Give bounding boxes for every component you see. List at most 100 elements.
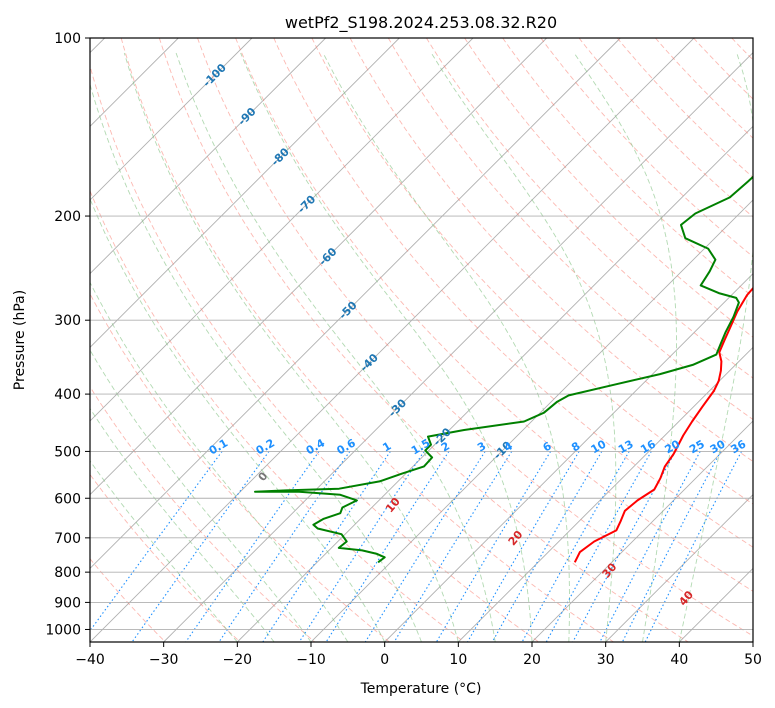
horizontal-gridlines [90, 38, 753, 630]
wetbulb-label: 30 [600, 560, 620, 580]
plot-frame [89, 37, 754, 643]
dry-adiabat-line [655, 38, 753, 139]
mixing-ratio-label: 0.4 [304, 436, 328, 457]
x-tick-label: 50 [744, 652, 762, 668]
y-tick-label: 500 [54, 444, 81, 460]
mixing-ratio-line [185, 451, 320, 642]
mixing-ratio-line [521, 451, 630, 642]
dry-adiabat-line [502, 38, 753, 298]
x-tick-label: −20 [223, 652, 253, 668]
dry-adiabat-line [426, 38, 753, 379]
y-tick-label: 300 [54, 313, 81, 329]
mixing-ratio-label: 20 [662, 437, 682, 456]
x-tick-label: −40 [75, 652, 105, 668]
isotherm-line [605, 494, 753, 642]
mixing-ratio-label: 10 [589, 437, 609, 456]
mixing-ratio-line [491, 451, 603, 642]
isotherm-line [90, 38, 326, 275]
moist-adiabat-line [90, 281, 349, 642]
dry-adiabat-line [90, 473, 241, 642]
inline-labels: -100-90-80-70-60-50-40-30-20-100.1 0.2 0.4… [200, 61, 748, 609]
mixing-ratio-label: 3 [475, 439, 488, 454]
y-tick-label: 1000 [45, 622, 81, 638]
dry-adiabat-line [311, 38, 753, 505]
isotherm-line [90, 38, 621, 569]
dry-adiabat-line [90, 189, 465, 642]
isotherm-line [163, 52, 753, 642]
mixing-ratio-label: 16 [638, 437, 658, 456]
temperature-profile-line [573, 286, 753, 563]
mixing-ratio-label: 36 [729, 437, 749, 456]
y-tick-label: 700 [54, 531, 81, 547]
mixing-ratio-line [621, 451, 722, 642]
y-tick-label: 100 [54, 31, 81, 47]
y-tick-label: 800 [54, 565, 81, 581]
mixing-ratio-label: 0.6 [335, 436, 359, 457]
y-tick-label: 600 [54, 491, 81, 507]
x-axis-label: Temperature (°C) [360, 681, 482, 697]
x-axis: −40 −30 −20 −10 0 10 20 30 40 50 [75, 642, 762, 668]
isotherm-line [237, 125, 753, 642]
dry-adiabat-line [197, 38, 753, 637]
mixing-ratio-line [131, 451, 270, 642]
mixing-ratio-line [393, 451, 513, 642]
dry-adiabat-line [90, 385, 315, 642]
y-tick-label: 200 [54, 209, 81, 225]
dry-adiabat-line [387, 38, 753, 421]
x-tick-label: 0 [380, 652, 389, 668]
mixing-ratio-label: 8 [569, 439, 582, 454]
mixing-ratio-line [599, 451, 701, 642]
x-tick-label: −30 [149, 652, 179, 668]
moist-adiabat-line [175, 52, 496, 642]
wetbulb-label: 40 [676, 588, 696, 608]
background-lines [90, 38, 775, 642]
x-tick-label: 10 [449, 652, 467, 668]
isotherm-line [384, 273, 753, 642]
chart-title: wetPf2_S198.2024.253.08.32.R20 [285, 13, 557, 33]
isotherm-line [90, 38, 547, 496]
moist-adiabat-line [90, 460, 238, 642]
isotherm-line [90, 38, 695, 642]
mixing-ratio-label: 25 [687, 437, 707, 456]
x-tick-label: −10 [296, 652, 326, 668]
dry-adiabat-line [349, 38, 753, 463]
mixing-ratio-label: 0.1 [207, 436, 230, 457]
moist-adiabat-line [678, 52, 753, 642]
isotherm-line [458, 346, 753, 642]
mixing-ratio-label: 2 [439, 439, 452, 454]
moist-adiabat-line [90, 407, 275, 642]
moist-adiabat-line [322, 52, 570, 642]
dry-adiabat-line [464, 38, 753, 338]
mixing-ratio-line [325, 451, 450, 642]
isotherm-line [310, 199, 753, 642]
mixing-ratio-line [435, 451, 552, 642]
dry-adiabat-line [540, 38, 753, 258]
mixing-ratio-line [545, 451, 652, 642]
mixing-ratio-label: 1 [380, 439, 393, 454]
mixing-ratio-line [467, 451, 580, 642]
dry-adiabat-line [770, 38, 775, 642]
y-tick-label: 400 [54, 387, 81, 403]
dry-adiabat-line [273, 38, 753, 548]
moist-adiabat-line [90, 349, 312, 642]
moist-adiabat-line [573, 52, 677, 642]
dry-adiabat-line [90, 292, 390, 642]
dry-adiabat-line [120, 38, 614, 642]
moist-adiabat-line [90, 197, 386, 642]
y-tick-label: 900 [54, 595, 81, 611]
isotherm-line [90, 38, 253, 201]
moist-adiabat-line [240, 52, 533, 642]
y-axis: 100 200 300 400 500 600 700 800 900 1000 [45, 31, 90, 638]
mixing-ratio-label: 30 [708, 437, 728, 456]
isotherm-line [679, 567, 753, 642]
dry-adiabat-line [616, 38, 753, 178]
isotherm-line [531, 420, 753, 642]
profile-lines [254, 175, 753, 564]
dry-adiabat-line [158, 38, 689, 642]
isotherm-line [90, 38, 400, 348]
mixing-ratio-label: 13 [616, 437, 636, 456]
isotherm-line [752, 641, 753, 642]
moist-adiabat-line [123, 52, 459, 642]
mixing-ratio-line [364, 451, 486, 642]
